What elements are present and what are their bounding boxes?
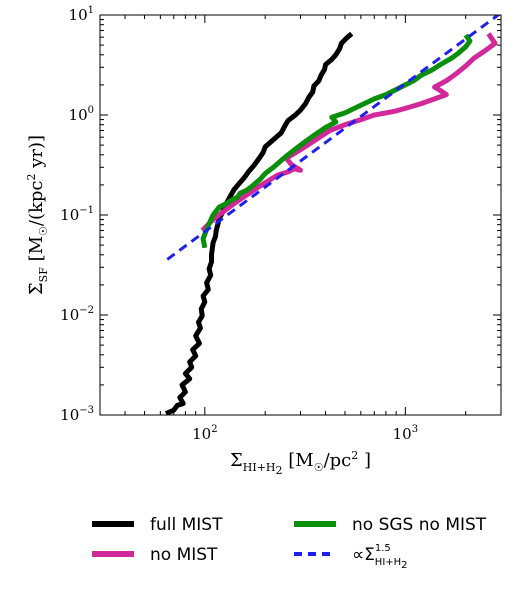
axis-labels: ΣHI+H2 [M☉/pc2 ] Σ̇SF [M☉/(kpc2 yr)] (25, 135, 371, 477)
series-line-1 (164, 31, 354, 415)
x-tick-label: 102 (192, 424, 217, 443)
series-line-2 (200, 32, 498, 233)
plot-area-frame (99, 14, 502, 416)
y-tick-label: 100 (69, 105, 94, 124)
legend-label-4: ∝Σ1.5 HI+H2 (352, 543, 408, 571)
y-tick-label: 101 (69, 5, 94, 24)
y-tick-label: 10−2 (60, 305, 94, 324)
legend-label-1: full MIST (150, 515, 223, 535)
series-line-4 (166, 15, 501, 261)
series-layer (164, 15, 501, 415)
x-axis-label: ΣHI+H2 [M☉/pc2 ] (230, 449, 371, 477)
legend: full MIST no MIST no SGS no MIST ∝Σ1.5 HI+H2 (92, 515, 487, 571)
y-tick-label: 10−3 (60, 405, 94, 424)
y-axis-label: Σ̇SF [M☉/(kpc2 yr)] (25, 135, 50, 295)
y-tick-label: 10−1 (60, 205, 94, 224)
legend-label-3: no SGS no MIST (352, 515, 487, 535)
x-tick-label: 103 (393, 424, 418, 443)
legend-label-2: no MIST (150, 545, 218, 565)
tick-layer: 102 103 10−3 10−2 10−1 100 101 (60, 5, 501, 443)
series-line-3 (200, 33, 473, 249)
